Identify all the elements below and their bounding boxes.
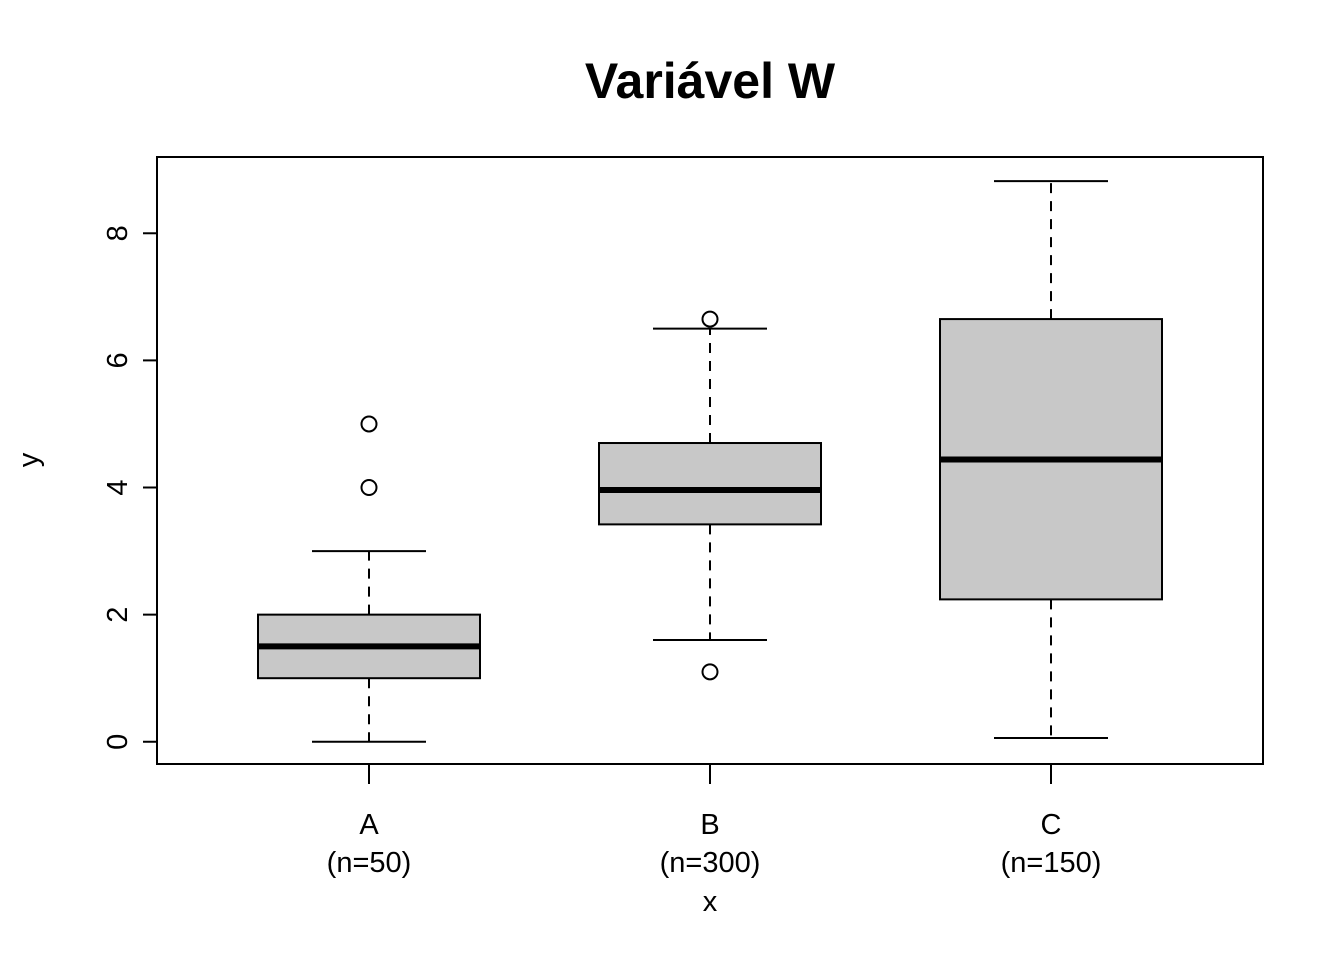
x-tick-label: B xyxy=(700,809,719,841)
x-axis-label: x xyxy=(703,886,718,918)
y-tick-label: 6 xyxy=(102,352,134,368)
y-tick-label: 2 xyxy=(102,607,134,623)
outlier-point xyxy=(701,310,719,328)
x-tick-label: C xyxy=(1041,809,1062,841)
y-tick-label: 8 xyxy=(102,225,134,241)
x-tick-n-label: (n=150) xyxy=(1001,847,1102,879)
y-axis: 0 2 4 6 8 xyxy=(102,225,158,750)
x-axis: A (n=50) B (n=300) C (n=150) xyxy=(327,764,1102,879)
iqr-box xyxy=(598,442,822,526)
y-axis-label: y xyxy=(13,452,45,467)
x-tick-n-label: (n=300) xyxy=(660,847,761,879)
box-a xyxy=(257,415,481,743)
outlier-point xyxy=(360,479,378,497)
y-tick-label: 0 xyxy=(102,734,134,750)
x-tick-label: A xyxy=(359,809,379,841)
outlier-point xyxy=(360,415,378,433)
box-c xyxy=(939,180,1163,739)
x-tick-n-label: (n=50) xyxy=(327,847,412,879)
outlier-point xyxy=(701,663,719,681)
y-tick-label: 4 xyxy=(102,479,134,495)
box-b xyxy=(598,310,822,681)
chart-title: Variável W xyxy=(585,53,836,109)
box-series xyxy=(257,180,1163,743)
